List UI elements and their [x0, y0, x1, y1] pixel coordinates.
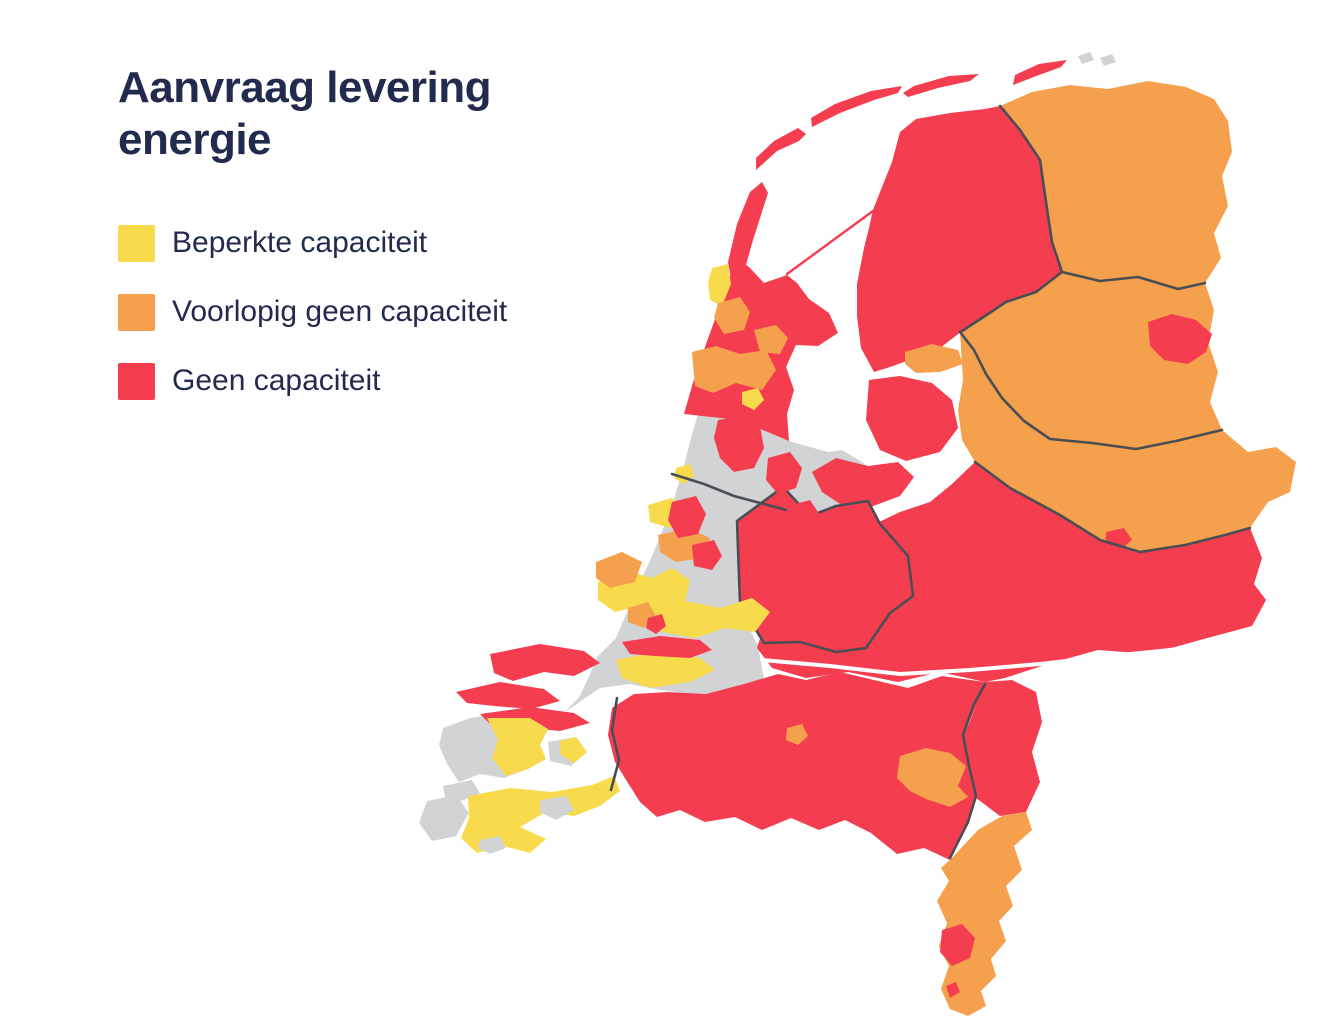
layer-grey-spots [478, 796, 574, 854]
border-groningen-drenthe [1060, 270, 1207, 291]
legend-item-geen-capaciteit: Geen capaciteit [118, 362, 507, 400]
border-overijssel-gelderland [973, 460, 1252, 554]
legend-label: Geen capaciteit [172, 364, 381, 397]
layer-red-patches [622, 314, 1212, 998]
patch-schouwen-yellow [487, 718, 548, 776]
legend-swatch-orange [118, 293, 155, 331]
patch-lemmer-orange [905, 344, 963, 373]
islet-rottum-1 [1078, 52, 1094, 64]
afsluitdijk-line [785, 209, 875, 276]
patch-nh-orange-2 [754, 325, 788, 354]
region-noordoostpolder [866, 376, 958, 461]
legend-item-beperkte-capaciteit: Beperkte capaciteit [118, 224, 507, 262]
patch-amsterdam-red [766, 452, 802, 494]
patch-limburg-red-dot [946, 982, 960, 998]
border-friesland-drenthe [960, 270, 1064, 333]
patch-nh-coast-yellow [708, 264, 731, 306]
patch-gooi-red [788, 500, 820, 532]
region-utrecht-outline [735, 485, 915, 654]
layer-rivers [760, 640, 1230, 676]
region-schiermonnikoog [1013, 60, 1067, 85]
region-limburg-zuid [937, 812, 1032, 1016]
patch-zaanstreek-red [714, 416, 764, 472]
legend: Beperkte capaciteit Voorlopig geen capac… [118, 224, 507, 431]
border-brabant-limburg [948, 682, 987, 860]
border-noord-holland-zuid-holland [670, 472, 788, 512]
legend-label: Voorlopig geen capaciteit [172, 295, 508, 328]
patch-zb-grey-1 [540, 796, 574, 820]
patch-eindhoven-orange [897, 748, 968, 807]
border-drenthe-overijssel [958, 330, 1224, 451]
layer-dykes [785, 209, 875, 276]
region-utrecht [735, 485, 915, 654]
patch-zuid-beveland-yellow [461, 776, 620, 853]
page-title: Aanvraag levering energie [118, 63, 492, 164]
legend-label: Beperkte capaciteit [172, 226, 428, 259]
region-goeree [456, 682, 560, 709]
patch-groningen-drenthe-red [1148, 314, 1212, 364]
patch-zh-yellow-2 [640, 598, 770, 638]
region-flevopolder [812, 458, 914, 508]
region-limburg-noord [963, 680, 1042, 816]
patch-nh-orange-1 [714, 297, 750, 334]
islet-rottum-2 [1100, 54, 1116, 66]
border-friesland-groningen [998, 104, 1064, 274]
patch-tholen-yellow [560, 737, 587, 763]
patch-delft-red [646, 614, 666, 634]
layer-beperkte-capaciteit [461, 264, 770, 853]
patch-hoeksche-waard-yellow [616, 652, 715, 688]
legend-item-voorlopig-geen-capaciteit: Voorlopig geen capaciteit [118, 293, 507, 331]
patch-westland-orange [596, 552, 642, 588]
region-terschelling [811, 86, 902, 127]
patch-nh-yellow-2 [742, 388, 764, 410]
patch-schiphol-red [668, 496, 706, 538]
patch-nh-orange-band [692, 346, 776, 393]
legend-swatch-red [118, 362, 155, 400]
patch-tilburg-orange [786, 724, 808, 745]
region-west-grey-band [565, 408, 886, 712]
region-friesland [857, 106, 1062, 372]
region-walcheren-grey [419, 795, 469, 841]
region-ameland [903, 74, 979, 97]
layer-borders [609, 104, 1252, 860]
patch-rotterdam-red [622, 636, 712, 658]
layer-utrecht [735, 485, 915, 654]
region-vlieland [756, 128, 806, 170]
patch-maastricht-red [940, 924, 975, 966]
region-noord-brabant [608, 672, 985, 860]
legend-swatch-yellow [118, 224, 155, 262]
patch-zb-grey-2 [478, 836, 506, 854]
layer-orange-patches [596, 297, 968, 807]
patch-amstelland-red [692, 540, 722, 570]
river-maas-waal [760, 640, 1230, 676]
region-voorne-putten [490, 644, 600, 681]
border-zeeland-brabant [609, 696, 621, 792]
region-gelderland [757, 462, 1266, 682]
